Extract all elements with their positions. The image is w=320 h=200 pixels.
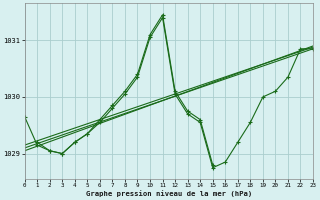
X-axis label: Graphe pression niveau de la mer (hPa): Graphe pression niveau de la mer (hPa) xyxy=(86,190,252,197)
